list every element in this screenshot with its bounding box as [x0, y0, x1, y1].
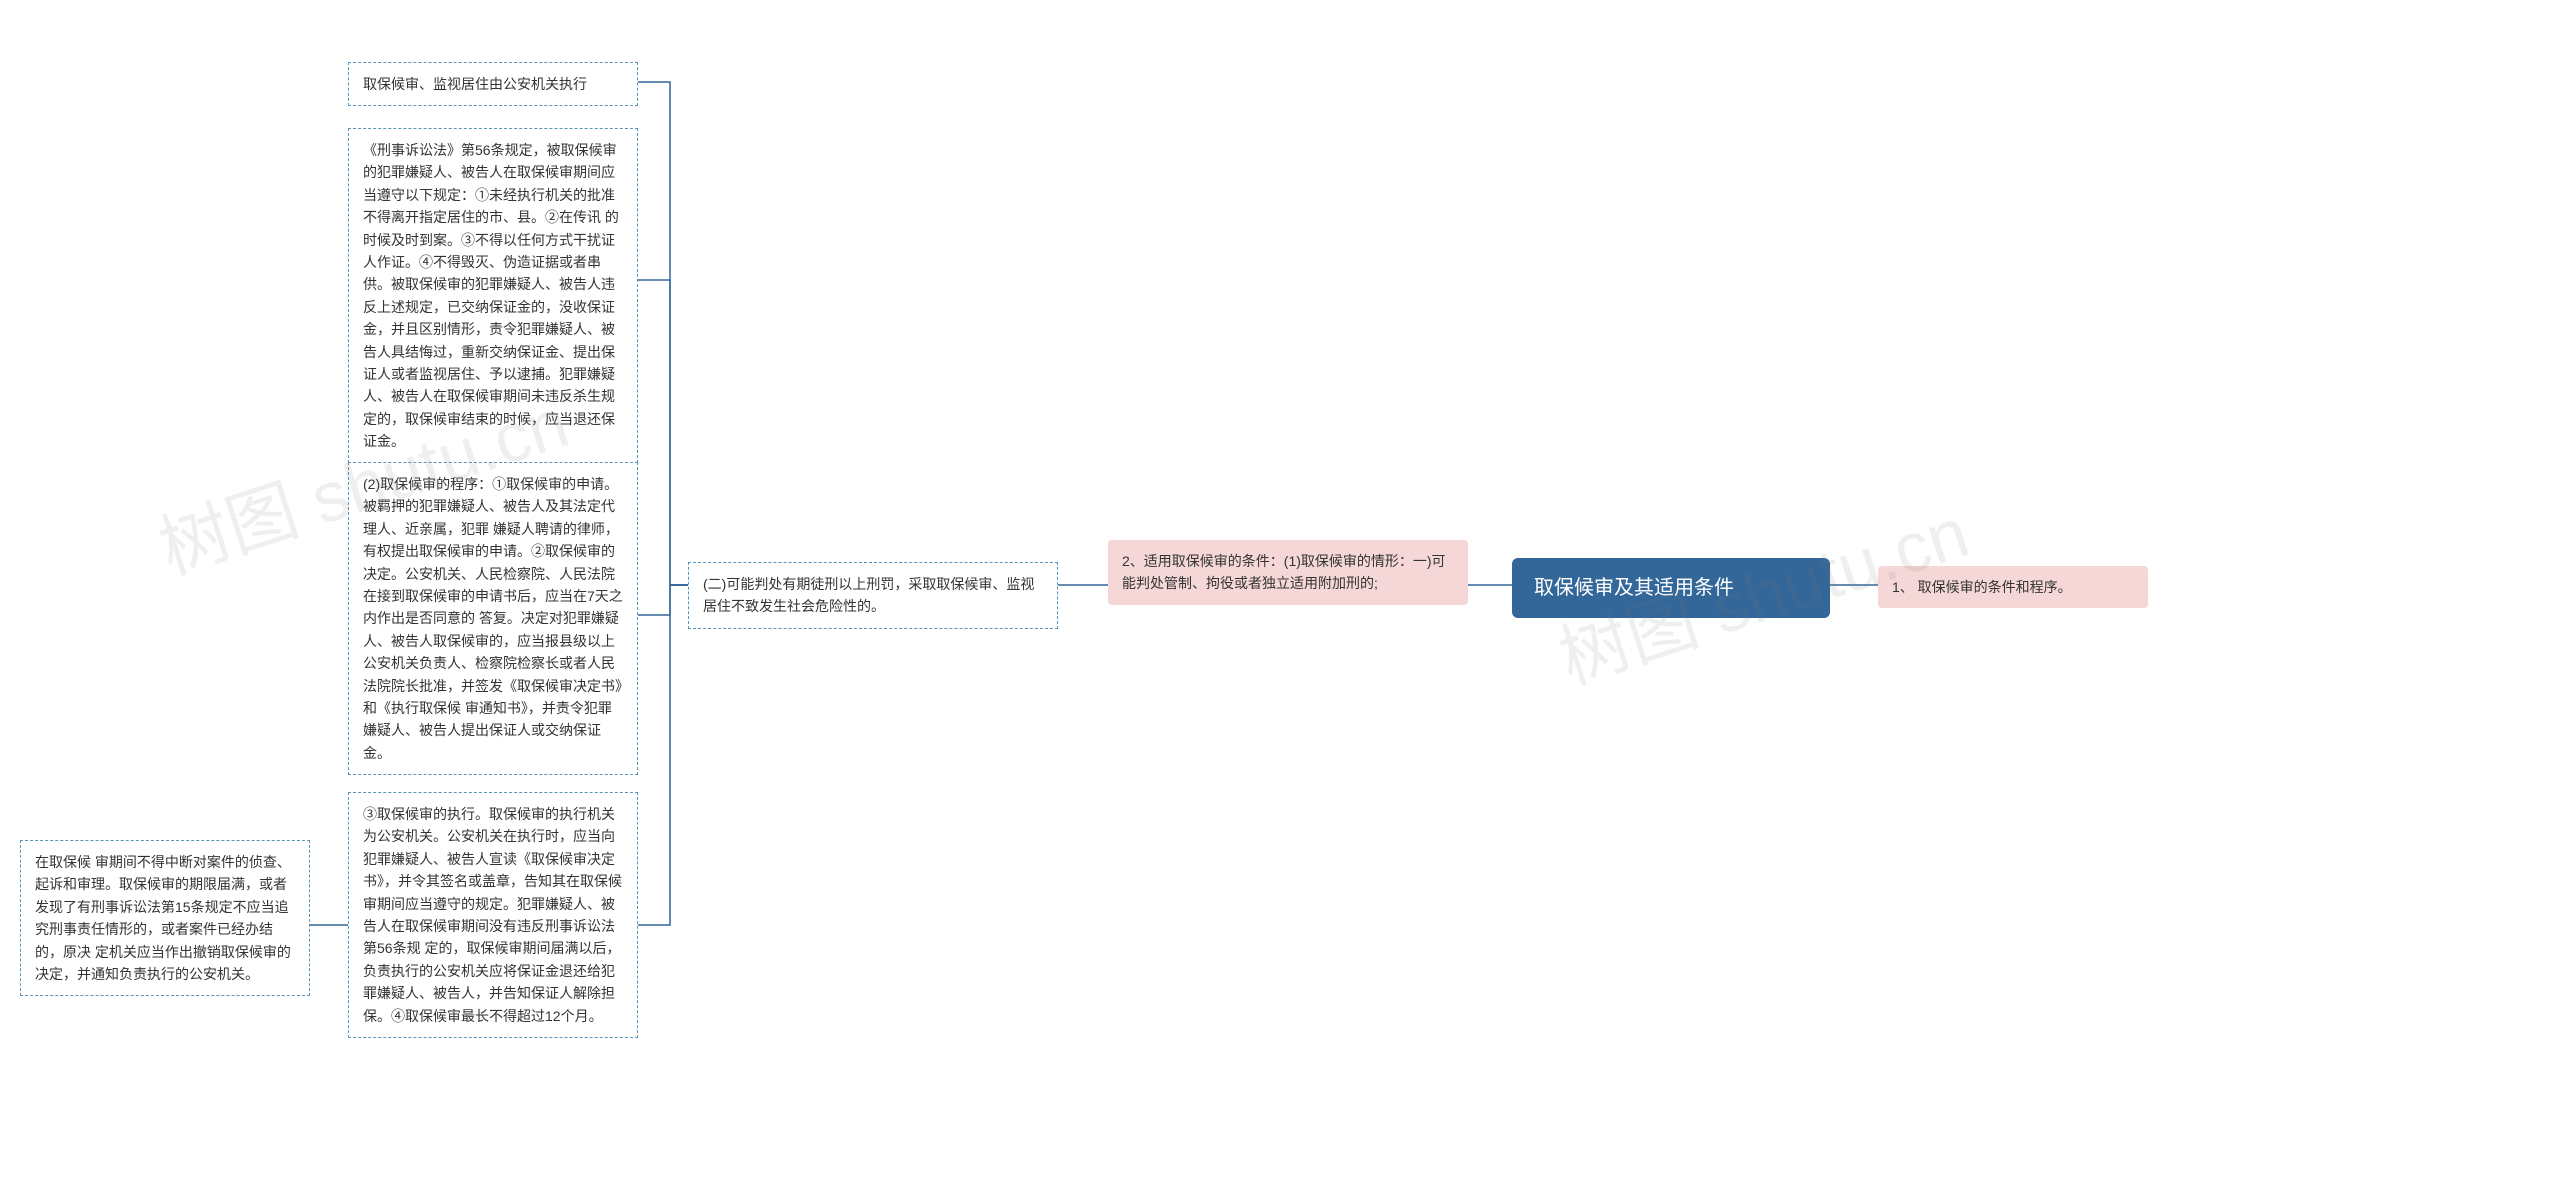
child-0[interactable]: 取保候审、监视居住由公安机关执行 [348, 62, 638, 106]
branch-right[interactable]: 1、 取保候审的条件和程序。 [1878, 566, 2148, 608]
child-3-child[interactable]: 在取保候 审期间不得中断对案件的侦查、起诉和审理。取保候审的期限届满，或者发现了… [20, 840, 310, 996]
child-3[interactable]: ③取保候审的执行。取保候审的执行机关为公安机关。公安机关在执行时，应当向犯罪嫌疑… [348, 792, 638, 1038]
left-child[interactable]: (二)可能判处有期徒刑以上刑罚，采取取保候审、监视居住不致发生社会危险性的。 [688, 562, 1058, 629]
connector [638, 82, 688, 585]
connector [638, 585, 688, 925]
child-1[interactable]: 《刑事诉讼法》第56条规定，被取保候审的犯罪嫌疑人、被告人在取保候审期间应当遵守… [348, 128, 638, 463]
child-2[interactable]: (2)取保候审的程序：①取保候审的申请。被羁押的犯罪嫌疑人、被告人及其法定代理人… [348, 462, 638, 775]
root-node[interactable]: 取保候审及其适用条件 [1512, 558, 1830, 618]
connector [638, 585, 688, 615]
branch-left[interactable]: 2、适用取保候审的条件：(1)取保候审的情形：一)可能判处管制、拘役或者独立适用… [1108, 540, 1468, 605]
connector [638, 280, 688, 585]
